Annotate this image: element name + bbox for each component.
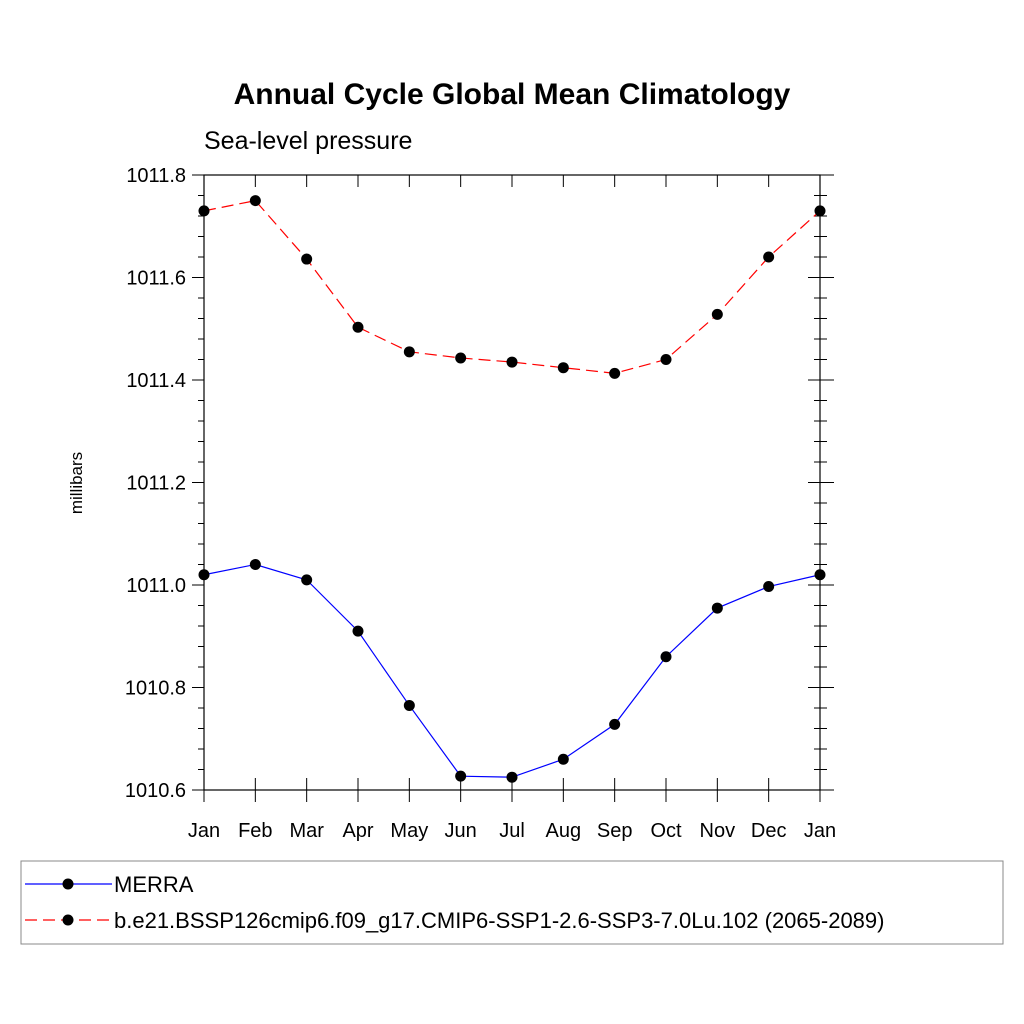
legend-label: b.e21.BSSP126cmip6.f09_g17.CMIP6-SSP1-2.… <box>114 908 884 933</box>
legend-label: MERRA <box>114 872 194 897</box>
series-line <box>203 199 821 374</box>
series-1 <box>198 559 826 783</box>
data-point <box>301 574 313 586</box>
series-2 <box>198 195 826 379</box>
legend-marker <box>62 914 74 926</box>
data-point <box>711 308 723 320</box>
x-tick-label: Jul <box>499 820 525 842</box>
x-tick-label: May <box>390 820 428 842</box>
data-point <box>660 651 672 663</box>
data-point <box>763 251 775 263</box>
data-point <box>403 699 415 711</box>
y-tick-label: 1011.8 <box>126 165 186 187</box>
series-line <box>203 563 821 778</box>
data-point <box>352 625 364 637</box>
data-point <box>609 718 621 730</box>
chart-subtitle: Sea-level pressure <box>204 127 412 155</box>
y-tick-label: 1011.2 <box>126 473 186 495</box>
x-tick-label: Oct <box>650 820 682 842</box>
data-point <box>557 753 569 765</box>
axis-ticks <box>192 174 834 802</box>
data-point <box>403 346 415 358</box>
y-tick-label: 1011.0 <box>126 575 186 597</box>
legend-item: MERRA <box>25 872 194 897</box>
data-point <box>660 354 672 365</box>
data-point <box>506 356 518 368</box>
x-tick-label: Jan <box>188 820 220 842</box>
data-point <box>301 253 313 265</box>
data-point <box>609 367 621 379</box>
legend-box <box>20 860 1004 945</box>
data-point <box>455 770 467 782</box>
data-point <box>506 771 518 783</box>
data-point <box>249 195 261 207</box>
legend-items: MERRA b.e21.BSSP126cmip6.f09_g17.CMIP6-SS… <box>25 872 884 933</box>
legend-marker <box>62 878 74 890</box>
data-point <box>455 352 467 364</box>
tick-labels: Jan Feb Mar Apr May Jun Jul Aug Sep Oct Nov Dec Jan1… <box>125 165 836 842</box>
legend: MERRA b.e21.BSSP126cmip6.f09_g17.CMIP6-SS… <box>20 860 1004 945</box>
y-tick-label: 1011.6 <box>126 268 186 290</box>
x-tick-label: Dec <box>751 820 787 842</box>
legend-item: b.e21.BSSP126cmip6.f09_g17.CMIP6-SSP1-2.… <box>25 908 884 933</box>
data-point <box>557 362 569 374</box>
x-tick-label: Aug <box>546 820 582 842</box>
x-tick-label: Sep <box>597 820 633 842</box>
x-tick-label: Jun <box>445 820 477 842</box>
x-tick-label: Jan <box>804 820 836 842</box>
data-point <box>711 602 723 614</box>
x-tick-label: Apr <box>342 820 373 842</box>
series-group <box>198 195 826 783</box>
x-tick-label: Nov <box>700 820 736 842</box>
y-axis-label: millibars <box>67 452 86 514</box>
data-point <box>763 581 775 593</box>
y-tick-label: 1011.4 <box>126 370 186 392</box>
data-point <box>352 321 364 333</box>
chart-title: Annual Cycle Global Mean Climatology <box>234 78 791 111</box>
data-point <box>249 559 261 570</box>
y-tick-label: 1010.6 <box>125 780 186 802</box>
x-tick-label: Mar <box>289 820 324 842</box>
y-tick-label: 1010.8 <box>125 678 186 700</box>
plot-frame <box>203 174 821 791</box>
x-tick-label: Feb <box>238 820 272 842</box>
